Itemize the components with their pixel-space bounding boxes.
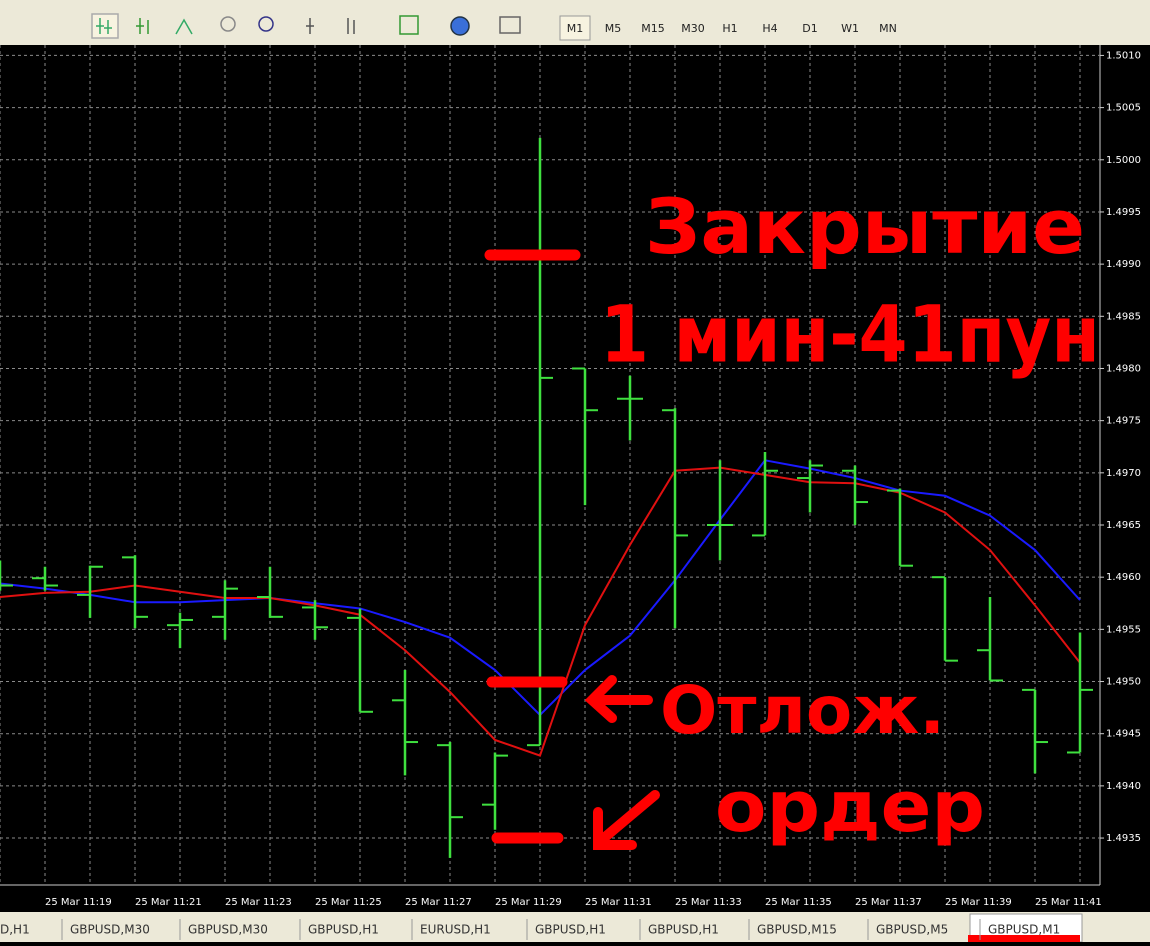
chart-tab[interactable]: GBPUSD,M30 xyxy=(70,923,150,937)
chart-tab[interactable]: GBPUSD,M15 xyxy=(757,923,837,937)
y-tick-label: 1.4955 xyxy=(1106,624,1141,635)
x-tick-label: 25 Mar 11:29 xyxy=(495,897,562,908)
chart-tab[interactable]: GBPUSD,H1 xyxy=(535,923,606,937)
timeframe-button[interactable]: M1 xyxy=(567,22,584,35)
chart-tab[interactable]: GBPUSD,M1 xyxy=(988,923,1060,937)
x-tick-label: 25 Mar 11:21 xyxy=(135,897,202,908)
y-tick-label: 1.4960 xyxy=(1106,572,1141,583)
x-tick-label: 25 Mar 11:39 xyxy=(945,897,1012,908)
x-tick-label: 25 Mar 11:19 xyxy=(45,897,112,908)
y-tick-label: 1.4975 xyxy=(1106,416,1141,427)
timeframe-button[interactable]: D1 xyxy=(802,22,817,35)
y-tick-label: 1.4980 xyxy=(1106,363,1141,374)
y-tick-label: 1.4985 xyxy=(1106,311,1141,322)
x-tick-label: 25 Mar 11:37 xyxy=(855,897,922,908)
annotation: Отлож. xyxy=(660,672,945,749)
chart-tab[interactable]: EURUSD,H1 xyxy=(420,923,491,937)
y-tick-label: 1.4945 xyxy=(1106,729,1141,740)
y-tick-label: 1.4940 xyxy=(1106,781,1141,792)
chart-tab[interactable]: GBPUSD,M30 xyxy=(188,923,268,937)
chart-tab[interactable]: D,H1 xyxy=(0,923,30,937)
chart-tab[interactable]: GBPUSD,H1 xyxy=(308,923,379,937)
chart-tab[interactable]: GBPUSD,M5 xyxy=(876,923,948,937)
timeframe-button[interactable]: M30 xyxy=(681,22,705,35)
timeframe-button[interactable]: M5 xyxy=(605,22,622,35)
x-tick-label: 25 Mar 11:35 xyxy=(765,897,832,908)
y-tick-label: 1.5005 xyxy=(1106,103,1141,114)
timeframe-button[interactable]: MN xyxy=(879,22,897,35)
y-tick-label: 1.5000 xyxy=(1106,155,1141,166)
y-tick-label: 1.4965 xyxy=(1106,520,1141,531)
x-tick-label: 25 Mar 11:27 xyxy=(405,897,472,908)
timeframe-button[interactable]: H1 xyxy=(722,22,737,35)
x-tick-label: 25 Mar 11:41 xyxy=(1035,897,1102,908)
timeframe-button[interactable]: M15 xyxy=(641,22,665,35)
annotation: Закрытие xyxy=(645,182,1085,271)
timeframe-button[interactable]: W1 xyxy=(841,22,859,35)
chart: Закрытие 1 мин-41пун Отлож. ордер M1 M5 M1… xyxy=(0,0,1150,942)
x-tick-label: 25 Mar 11:25 xyxy=(315,897,382,908)
y-tick-label: 1.4935 xyxy=(1106,833,1141,844)
y-tick-label: 1.5010 xyxy=(1106,50,1141,61)
x-tick-label: 25 Mar 11:33 xyxy=(675,897,742,908)
annotation: ордер xyxy=(715,766,985,848)
chart-tab[interactable]: GBPUSD,H1 xyxy=(648,923,719,937)
timeframe-button[interactable]: H4 xyxy=(762,22,777,35)
y-tick-label: 1.4995 xyxy=(1106,207,1141,218)
y-tick-label: 1.4950 xyxy=(1106,677,1141,688)
annotation: 1 мин-41пун xyxy=(600,290,1100,380)
y-tick-label: 1.4990 xyxy=(1106,259,1141,270)
x-tick-label: 25 Mar 11:31 xyxy=(585,897,652,908)
y-tick-label: 1.4970 xyxy=(1106,468,1141,479)
x-tick-label: 25 Mar 11:23 xyxy=(225,897,292,908)
